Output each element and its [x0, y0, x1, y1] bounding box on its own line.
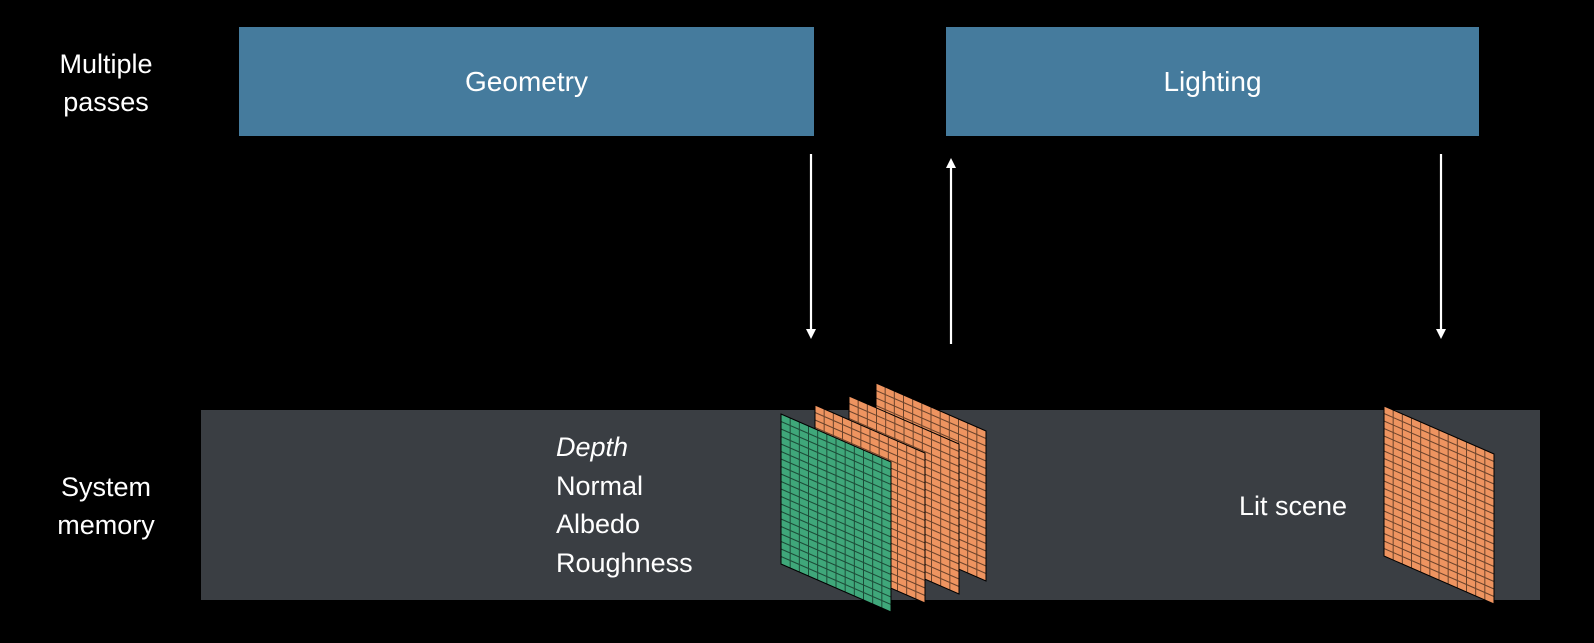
geometry-pass-box: Geometry — [239, 27, 814, 136]
row-label-memory-line2: memory — [57, 510, 155, 540]
gbuffer-list: Depth Normal Albedo Roughness — [556, 428, 693, 582]
row-label-memory-line1: System — [60, 472, 152, 502]
lit-scene-texture — [1383, 405, 1495, 605]
row-label-passes: Multiple passes — [36, 45, 176, 121]
gbuffer-layer-depth — [780, 413, 892, 613]
row-label-memory: System memory — [36, 468, 176, 544]
row-label-passes-line2: passes — [63, 87, 149, 117]
lighting-pass-box: Lighting — [946, 27, 1479, 136]
lighting-pass-label: Lighting — [1163, 65, 1262, 97]
row-label-passes-line1: Multiple — [59, 49, 153, 79]
buffer-normal-label: Normal — [556, 470, 644, 501]
lit-scene-label: Lit scene — [1239, 491, 1348, 521]
buffer-roughness-label: Roughness — [556, 547, 693, 578]
buffer-depth-label: Depth — [556, 432, 629, 462]
buffer-albedo-label: Albedo — [556, 509, 641, 539]
geometry-pass-label: Geometry — [465, 65, 588, 97]
